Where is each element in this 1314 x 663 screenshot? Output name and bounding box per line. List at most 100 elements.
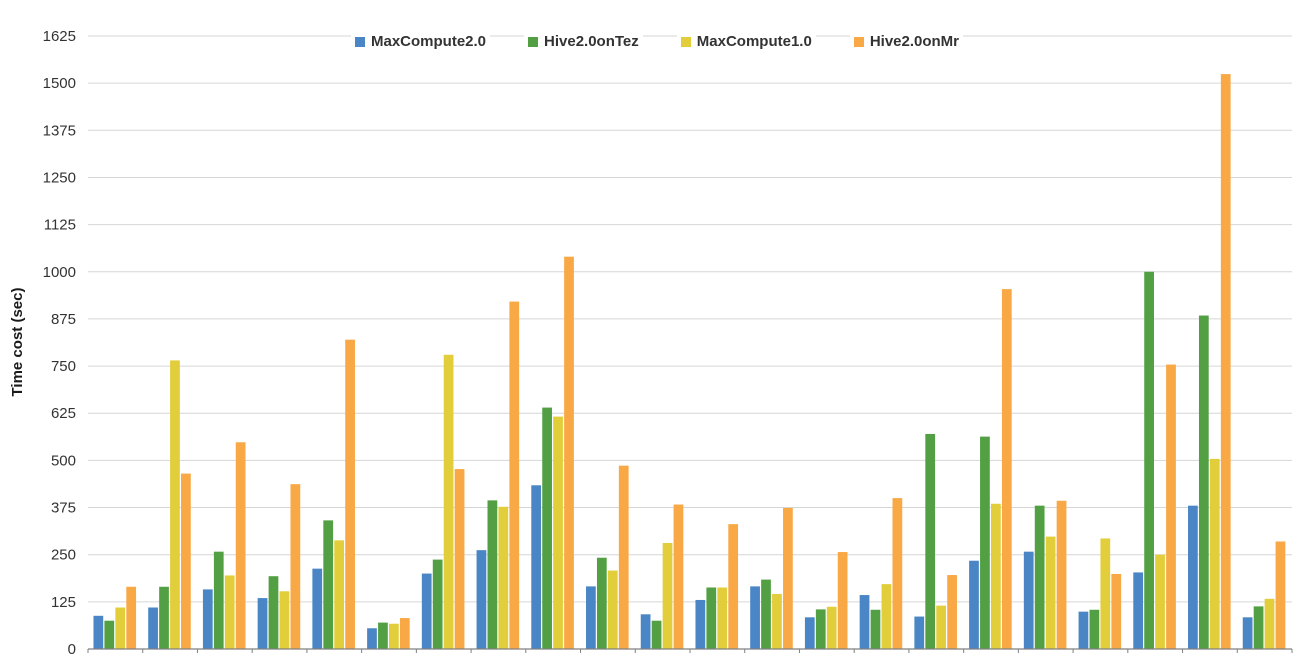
bar — [870, 609, 881, 649]
y-tick-label: 1625 — [43, 28, 76, 45]
y-tick-label: 375 — [51, 500, 76, 517]
bar — [596, 557, 607, 649]
y-tick-label: 250 — [51, 547, 76, 564]
bar — [1242, 617, 1253, 649]
y-tick-label: 875 — [51, 311, 76, 328]
gridlines: 0 125 250 375 500 625 750 875 1000 1125 1250 1375 15… — [43, 28, 1292, 658]
bar — [476, 550, 487, 649]
bar — [1198, 315, 1209, 649]
bar — [115, 607, 126, 649]
y-axis-title: Time cost (sec) — [9, 288, 26, 397]
bar — [498, 506, 509, 649]
bar — [772, 593, 782, 649]
bar — [640, 614, 651, 649]
bar — [618, 465, 629, 649]
bar — [1253, 606, 1264, 649]
bar — [312, 568, 323, 649]
bar — [859, 595, 870, 649]
bar — [1089, 609, 1100, 649]
y-tick-label: 625 — [51, 405, 76, 422]
bar — [399, 618, 410, 649]
bar — [443, 354, 454, 649]
bar — [170, 360, 180, 649]
bar — [662, 542, 673, 649]
bar — [421, 573, 432, 649]
bar — [1166, 364, 1176, 649]
bar — [159, 586, 169, 649]
bar — [815, 609, 826, 649]
bar — [531, 485, 542, 649]
bar — [837, 552, 848, 649]
y-tick-label: 125 — [51, 594, 76, 611]
bar — [936, 605, 947, 649]
bar — [947, 575, 957, 649]
bar — [881, 584, 892, 649]
bar — [728, 524, 739, 649]
bar — [980, 436, 990, 649]
bar — [761, 579, 771, 649]
bar — [235, 442, 246, 649]
bar — [1078, 611, 1089, 649]
bar — [991, 503, 1001, 649]
bar — [454, 469, 465, 649]
bar — [268, 576, 279, 649]
bar — [202, 589, 213, 649]
y-tick-label: 1375 — [43, 122, 76, 139]
bar — [564, 256, 574, 649]
bar — [673, 504, 684, 649]
bar — [553, 416, 563, 649]
bar — [826, 606, 837, 649]
y-tick-label: 1000 — [43, 264, 76, 281]
bar — [389, 623, 399, 649]
bar — [1144, 271, 1154, 649]
bar — [93, 615, 104, 649]
x-axis — [87, 648, 1293, 653]
bar — [695, 599, 706, 649]
bar — [290, 484, 301, 649]
bars — [93, 74, 1286, 649]
bar — [1133, 572, 1144, 649]
bar — [148, 607, 158, 649]
y-tick-label: 1125 — [44, 217, 76, 234]
bar — [1111, 573, 1122, 649]
bar — [345, 339, 355, 649]
bar — [1100, 538, 1111, 649]
bar — [717, 587, 728, 649]
bar — [1034, 505, 1045, 649]
bar — [1188, 505, 1198, 649]
bar — [126, 586, 137, 649]
bar — [1275, 541, 1286, 649]
bar — [969, 560, 979, 649]
y-tick-label: 750 — [51, 358, 76, 375]
bar — [1209, 458, 1220, 649]
bar — [706, 587, 717, 649]
bar — [925, 433, 936, 649]
bar — [1023, 551, 1034, 649]
y-tick-label: 0 — [68, 641, 76, 658]
bar — [892, 498, 903, 649]
bar — [1001, 289, 1012, 649]
bar — [487, 500, 498, 649]
bar — [542, 407, 552, 649]
bar — [804, 617, 815, 649]
bar — [586, 586, 596, 649]
bar — [509, 301, 520, 649]
bar — [1220, 74, 1231, 649]
bar — [1056, 500, 1067, 649]
bar — [257, 598, 268, 649]
bar — [750, 586, 760, 649]
bar — [104, 620, 115, 649]
bar — [1155, 554, 1165, 649]
bar — [367, 628, 377, 649]
bar — [224, 575, 235, 649]
y-tick-label: 500 — [51, 452, 76, 469]
bar — [651, 620, 662, 649]
bar — [1264, 598, 1275, 649]
bar — [279, 591, 290, 649]
bar — [181, 473, 191, 649]
bar — [334, 540, 345, 649]
y-tick-label: 1250 — [43, 169, 76, 186]
bar — [213, 551, 224, 649]
